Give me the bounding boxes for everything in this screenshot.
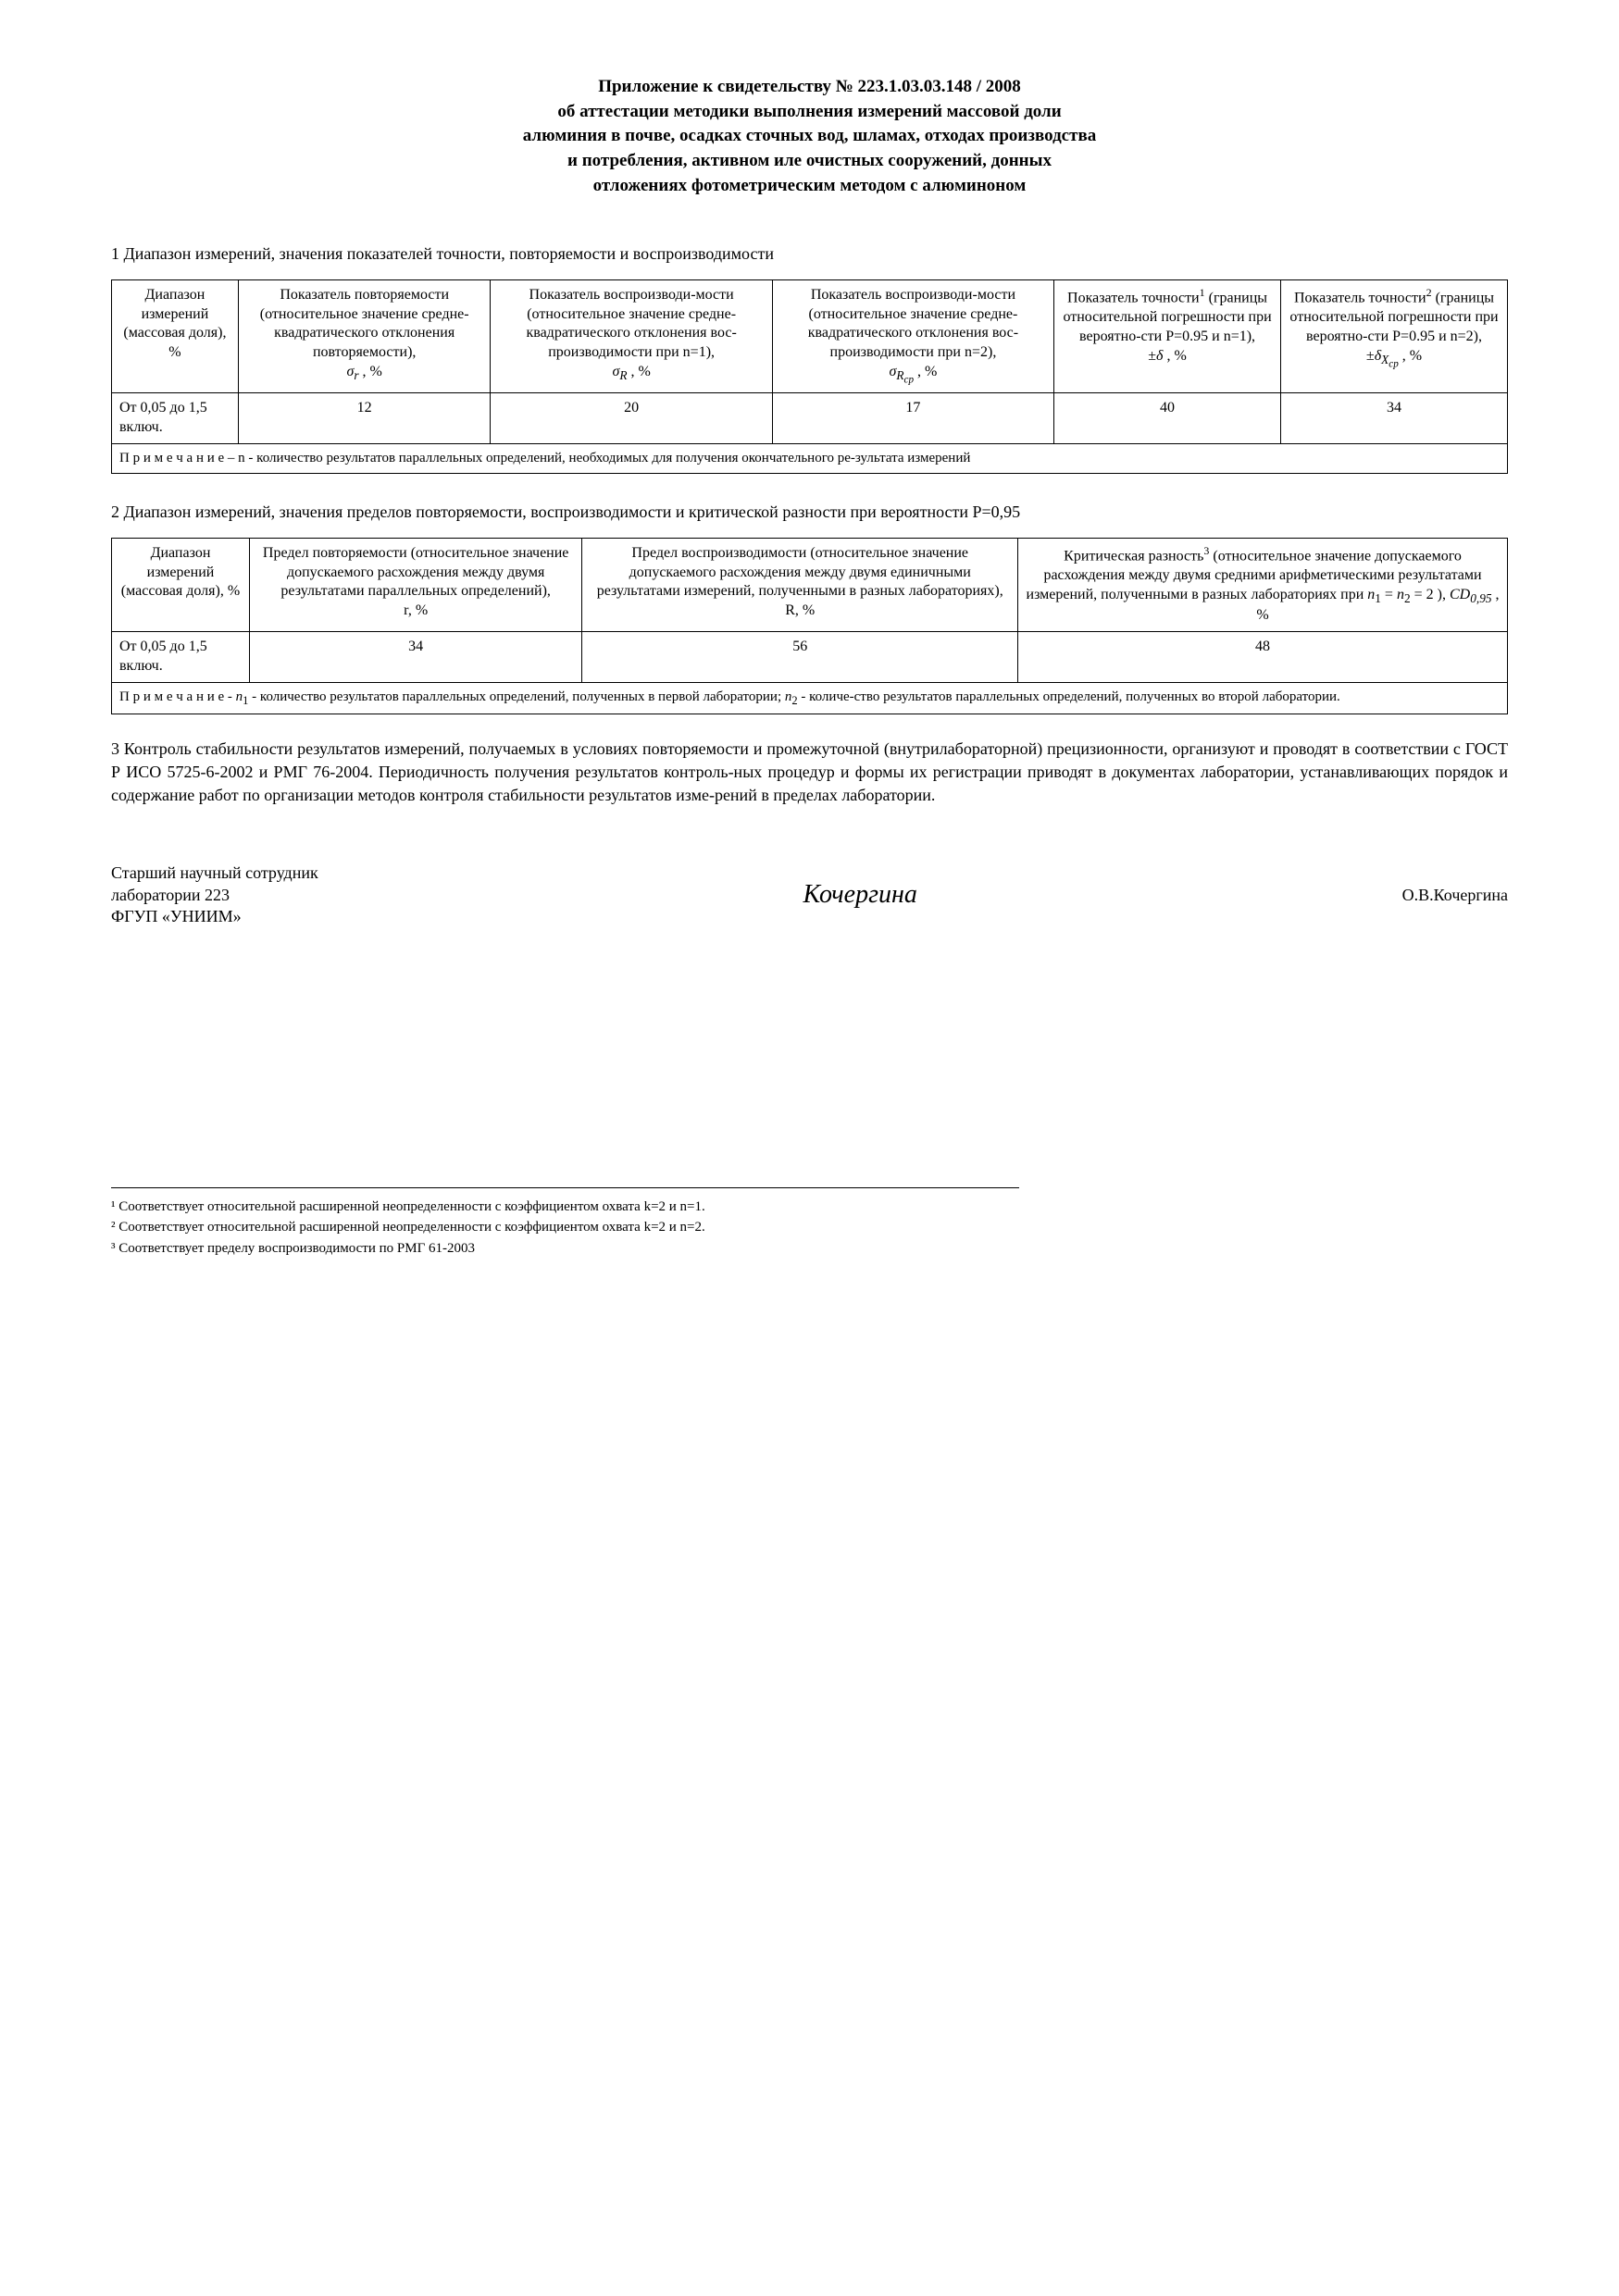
t2-h3: Предел воспроизводимости (относительное … xyxy=(582,538,1018,631)
t2-r1c1: От 0,05 до 1,5 включ. xyxy=(112,632,250,683)
document-header: Приложение к свидетельству № 223.1.03.03… xyxy=(111,76,1508,197)
footnote-2: ² Соответствует относительной расширенно… xyxy=(111,1219,1019,1237)
t1-h5: Показатель точности1 (границы относитель… xyxy=(1054,279,1281,392)
signature-block: Старший научный сотрудник лаборатории 22… xyxy=(111,863,1508,927)
table-2-header-row: Диапазон измерений (массовая доля), % Пр… xyxy=(112,538,1508,631)
handwritten-signature: Кочергина xyxy=(803,878,917,912)
header-line-2: об аттестации методики выполнения измере… xyxy=(111,101,1508,124)
t1-h1: Диапазон измерений (массовая доля), % xyxy=(112,279,239,392)
position-line-3: ФГУП «УНИИМ» xyxy=(111,906,318,927)
t2-r1c2: 34 xyxy=(249,632,581,683)
signatory-position: Старший научный сотрудник лаборатории 22… xyxy=(111,863,318,927)
section2-title: 2 Диапазон измерений, значения пределов … xyxy=(111,502,1508,523)
footnote-3: ³ Соответствует пределу воспроизводимост… xyxy=(111,1240,1019,1259)
position-line-1: Старший научный сотрудник xyxy=(111,863,318,884)
table-1-header-row: Диапазон измерений (массовая доля), % По… xyxy=(112,279,1508,392)
t1-h4: Показатель воспроизводи-мости (относител… xyxy=(772,279,1053,392)
position-line-2: лаборатории 223 xyxy=(111,885,318,906)
t2-h2: Предел повторяемости (относительное знач… xyxy=(249,538,581,631)
header-line-5: отложениях фотометрическим методом с алю… xyxy=(111,175,1508,198)
t1-r1c2: 12 xyxy=(238,393,491,444)
t2-r1c3: 56 xyxy=(582,632,1018,683)
table-2: Диапазон измерений (массовая доля), % Пр… xyxy=(111,538,1508,714)
footnotes-block: ¹ Соответствует относительной расширенно… xyxy=(111,1187,1019,1259)
footnote-1: ¹ Соответствует относительной расширенно… xyxy=(111,1198,1019,1217)
t1-h6: Показатель точности2 (границы относитель… xyxy=(1281,279,1508,392)
section3-paragraph: 3 Контроль стабильности результатов изме… xyxy=(111,738,1508,808)
t1-r1c6: 34 xyxy=(1281,393,1508,444)
t1-r1c5: 40 xyxy=(1054,393,1281,444)
signatory-name: О.В.Кочергина xyxy=(1402,885,1508,906)
header-line-3: алюминия в почве, осадках сточных вод, ш… xyxy=(111,125,1508,148)
t1-note: П р и м е ч а н и е – n - количество рез… xyxy=(112,443,1508,474)
t1-r1c3: 20 xyxy=(491,393,772,444)
header-line-1: Приложение к свидетельству № 223.1.03.03… xyxy=(111,76,1508,99)
t1-h3: Показатель воспроизводи-мости (относител… xyxy=(491,279,772,392)
t2-r1c4: 48 xyxy=(1018,632,1508,683)
t2-h4: Критическая разность3 (относительное зна… xyxy=(1018,538,1508,631)
table-2-note-row: П р и м е ч а н и е - n1 - количество ре… xyxy=(112,682,1508,714)
table-1: Диапазон измерений (массовая доля), % По… xyxy=(111,279,1508,475)
t2-h1: Диапазон измерений (массовая доля), % xyxy=(112,538,250,631)
t1-h2: Показатель повторяемости (относительное … xyxy=(238,279,491,392)
table-1-data-row: От 0,05 до 1,5 включ. 12 20 17 40 34 xyxy=(112,393,1508,444)
table-2-data-row: От 0,05 до 1,5 включ. 34 56 48 xyxy=(112,632,1508,683)
t2-note: П р и м е ч а н и е - n1 - количество ре… xyxy=(112,682,1508,714)
section1-title: 1 Диапазон измерений, значения показател… xyxy=(111,243,1508,265)
t1-r1c4: 17 xyxy=(772,393,1053,444)
t1-r1c1: От 0,05 до 1,5 включ. xyxy=(112,393,239,444)
table-1-note-row: П р и м е ч а н и е – n - количество рез… xyxy=(112,443,1508,474)
header-line-4: и потребления, активном иле очистных соо… xyxy=(111,150,1508,173)
